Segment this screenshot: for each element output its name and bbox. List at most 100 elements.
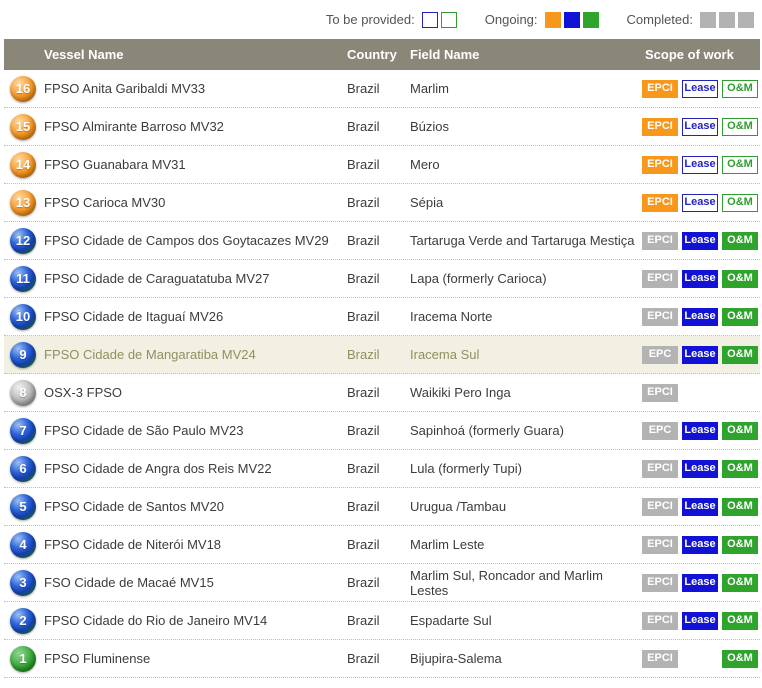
scope-badge-lease: Lease — [682, 117, 718, 136]
table-row[interactable]: 3 FSO Cidade de Macaé MV15 Brazil Marlim… — [4, 564, 760, 602]
row-number-badge: 12 — [10, 227, 36, 254]
scope-of-work-cell: EPCI Lease O&M — [642, 459, 760, 478]
row-number-cell: 15 — [4, 113, 44, 140]
row-number-badge: 16 — [10, 75, 36, 102]
field-name: Waikiki Pero Inga — [410, 385, 511, 400]
scope-badge-slot: O&M — [722, 193, 758, 212]
country: Brazil — [347, 613, 380, 628]
row-number-badge: 9 — [10, 341, 36, 368]
scope-badges: EPCI Lease O&M — [642, 459, 760, 478]
vessel-name: FPSO Cidade de Mangaratiba MV24 — [44, 347, 256, 362]
scope-badge-slot: EPCI — [642, 231, 678, 250]
scope-badge-slot: Lease — [682, 345, 718, 364]
table-row[interactable]: 12 FPSO Cidade de Campos dos Goytacazes … — [4, 222, 760, 260]
table-row[interactable]: 10 FPSO Cidade de Itaguaí MV26 Brazil Ir… — [4, 298, 760, 336]
scope-badge-slot: EPCI — [642, 79, 678, 98]
legend-completed: Completed: — [627, 11, 754, 28]
scope-badge-slot: O&M — [722, 269, 758, 288]
country: Brazil — [347, 651, 380, 666]
vessel-name: FPSO Cidade de Caraguatatuba MV27 — [44, 271, 270, 286]
row-number-badge: 10 — [10, 303, 36, 330]
vessel-name: FPSO Cidade de Campos dos Goytacazes MV2… — [44, 233, 329, 248]
row-number-cell: 7 — [4, 417, 44, 444]
legend-square-blue-icon — [563, 11, 580, 28]
table-row[interactable]: 6 FPSO Cidade de Angra dos Reis MV22 Bra… — [4, 450, 760, 488]
row-number-cell: 2 — [4, 607, 44, 634]
scope-badges: EPCI — [642, 383, 760, 402]
scope-badge-slot: Lease — [682, 193, 718, 212]
vessel-name: FPSO Guanabara MV31 — [44, 157, 186, 172]
vessel-name: FPSO Cidade do Rio de Janeiro MV14 — [44, 613, 268, 628]
table-row[interactable]: 15 FPSO Almirante Barroso MV32 Brazil Bú… — [4, 108, 760, 146]
scope-badge-slot: O&M — [722, 345, 758, 364]
legend-square-outline-green-icon — [440, 11, 457, 28]
scope-badge-slot: O&M — [722, 535, 758, 554]
table-row[interactable]: 8 OSX-3 FPSO Brazil Waikiki Pero Inga EP… — [4, 374, 760, 412]
scope-badge-slot: O&M — [722, 307, 758, 326]
table-row[interactable]: 16 FPSO Anita Garibaldi MV33 Brazil Marl… — [4, 70, 760, 108]
table-body: 16 FPSO Anita Garibaldi MV33 Brazil Marl… — [4, 70, 760, 678]
scope-badge-oandm: O&M — [722, 307, 758, 326]
country: Brazil — [347, 385, 380, 400]
row-number-cell: 1 — [4, 645, 44, 672]
row-number-cell: 3 — [4, 569, 44, 596]
scope-of-work-cell: EPCI O&M — [642, 649, 760, 668]
table-row[interactable]: 11 FPSO Cidade de Caraguatatuba MV27 Bra… — [4, 260, 760, 298]
row-number-badge: 7 — [10, 417, 36, 444]
fleet-table: Vessel Name Country Field Name Scope of … — [4, 39, 760, 678]
legend-ongoing: Ongoing: — [485, 11, 599, 28]
scope-badge-slot: Lease — [682, 231, 718, 250]
table-row[interactable]: 2 FPSO Cidade do Rio de Janeiro MV14 Bra… — [4, 602, 760, 640]
country: Brazil — [347, 575, 380, 590]
table-row[interactable]: 4 FPSO Cidade de Niterói MV18 Brazil Mar… — [4, 526, 760, 564]
table-row[interactable]: 9 FPSO Cidade de Mangaratiba MV24 Brazil… — [4, 336, 760, 374]
vessel-name: FPSO Fluminense — [44, 651, 151, 666]
country: Brazil — [347, 309, 380, 324]
scope-badge-oandm: O&M — [722, 459, 758, 478]
legend-square-orange-icon — [544, 11, 561, 28]
scope-of-work-cell: EPCI Lease O&M — [642, 155, 760, 174]
table-row[interactable]: 13 FPSO Carioca MV30 Brazil Sépia EPCI Le… — [4, 184, 760, 222]
scope-of-work-cell: EPCI Lease O&M — [642, 497, 760, 516]
scope-badge-lease: Lease — [682, 307, 718, 326]
scope-of-work-cell: EPCI Lease O&M — [642, 307, 760, 326]
scope-badge-empty-slot — [682, 650, 718, 668]
scope-badges: EPC Lease O&M — [642, 421, 760, 440]
scope-badge-oandm: O&M — [722, 231, 758, 250]
scope-badge-slot: EPCI — [642, 383, 678, 402]
scope-badges: EPCI Lease O&M — [642, 155, 760, 174]
scope-badge-lease: Lease — [682, 535, 718, 554]
scope-of-work-cell: EPCI — [642, 383, 760, 402]
country: Brazil — [347, 157, 380, 172]
scope-of-work-cell: EPCI Lease O&M — [642, 231, 760, 250]
scope-badge-oandm: O&M — [722, 79, 758, 98]
table-row[interactable]: 5 FPSO Cidade de Santos MV20 Brazil Urug… — [4, 488, 760, 526]
scope-badge-oandm: O&M — [722, 345, 758, 364]
table-row[interactable]: 14 FPSO Guanabara MV31 Brazil Mero EPCI L… — [4, 146, 760, 184]
row-number-badge: 14 — [10, 151, 36, 178]
row-number-cell: 13 — [4, 189, 44, 216]
field-name: Sépia — [410, 195, 444, 210]
scope-badge-lease: Lease — [682, 573, 718, 592]
table-row[interactable]: 7 FPSO Cidade de São Paulo MV23 Brazil S… — [4, 412, 760, 450]
scope-badge-lease: Lease — [682, 231, 718, 250]
header-scope-of-work: Scope of work — [645, 47, 734, 62]
scope-badge-oandm: O&M — [722, 611, 758, 630]
table-row[interactable]: 1 FPSO Fluminense Brazil Bijupira-Salema… — [4, 640, 760, 678]
scope-of-work-cell: EPC Lease O&M — [642, 345, 760, 364]
row-number-badge: 4 — [10, 531, 36, 558]
scope-badge-slot: EPCI — [642, 649, 678, 668]
scope-badges: EPCI Lease O&M — [642, 611, 760, 630]
scope-badge-slot: Lease — [682, 459, 718, 478]
legend-to-be-provided: To be provided: — [326, 11, 457, 28]
scope-badge-slot: Lease — [682, 155, 718, 174]
row-number-badge: 15 — [10, 113, 36, 140]
scope-badge-oandm: O&M — [722, 421, 758, 440]
row-number-badge: 1 — [10, 645, 36, 672]
scope-badges: EPC Lease O&M — [642, 345, 760, 364]
vessel-name: FPSO Almirante Barroso MV32 — [44, 119, 224, 134]
country: Brazil — [347, 423, 380, 438]
vessel-name: FPSO Cidade de Santos MV20 — [44, 499, 224, 514]
vessel-name: FPSO Anita Garibaldi MV33 — [44, 81, 206, 96]
row-number-cell: 16 — [4, 75, 44, 102]
